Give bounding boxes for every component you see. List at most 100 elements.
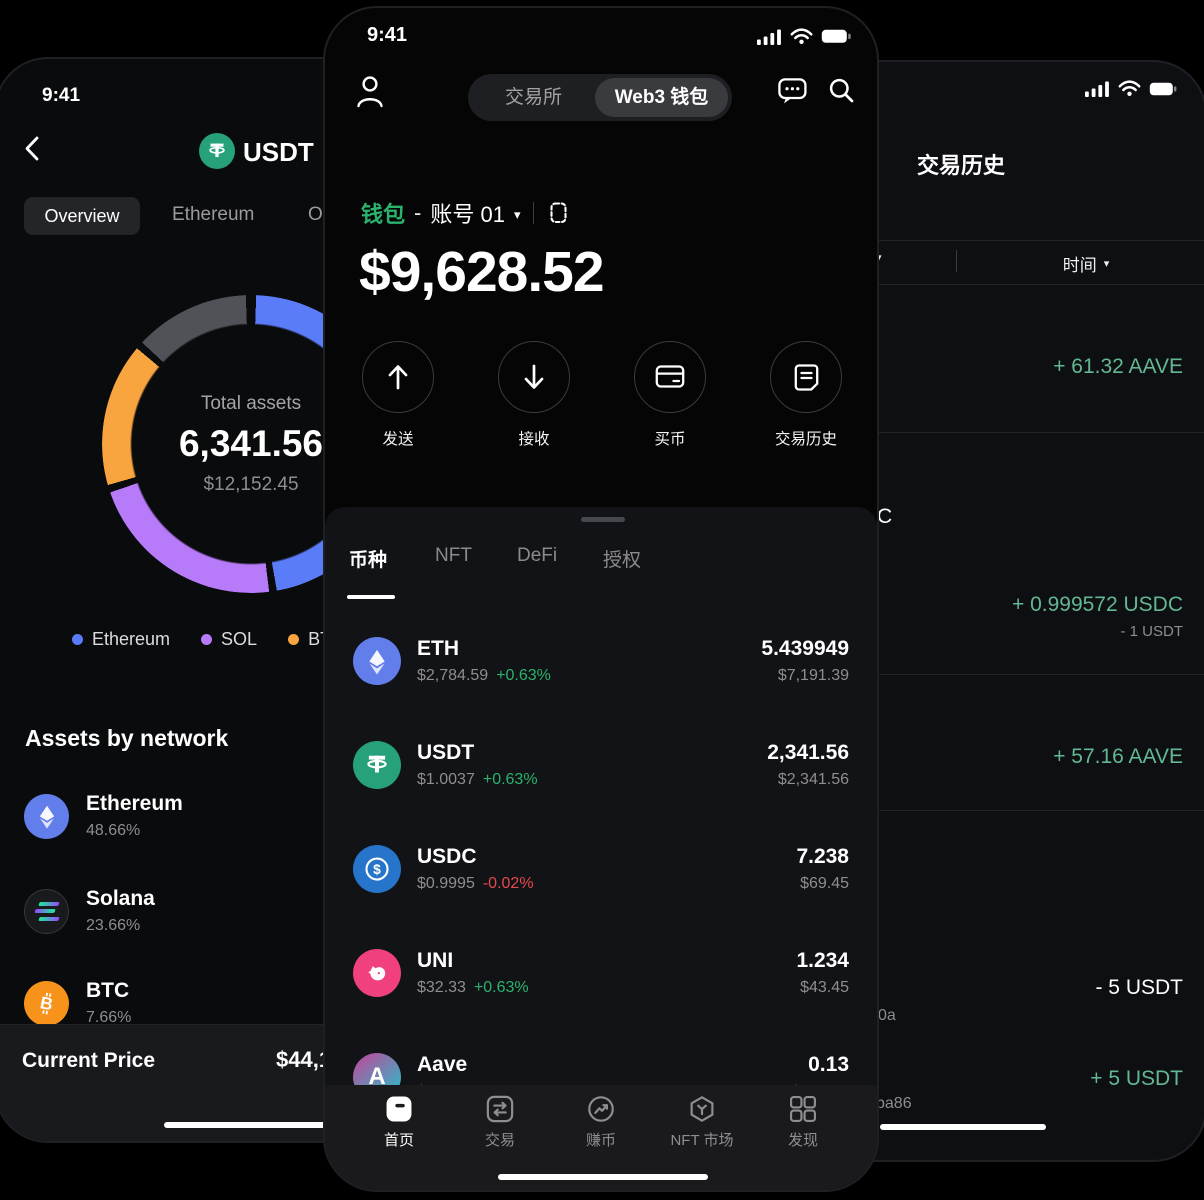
nav-earn[interactable]: 赚币	[555, 1095, 647, 1190]
receive-button[interactable]	[498, 341, 570, 413]
token-row-uni[interactable]: UNI $32.33 +0.63% 1.234 $43.45	[325, 921, 877, 1025]
network-row-btc[interactable]: B BTC 7.66%	[24, 979, 131, 1027]
arrow-up-icon	[388, 365, 408, 390]
tab-approvals[interactable]: 授权	[603, 550, 642, 571]
history-button[interactable]	[770, 341, 842, 413]
home-indicator	[498, 1174, 708, 1180]
divider	[717, 674, 1204, 675]
current-price-label: Current Price	[22, 1049, 156, 1072]
assets-sheet: 币种 NFT DeFi 授权 ETH $2,784.59 +0.63%	[325, 507, 877, 1190]
send-button[interactable]	[362, 341, 434, 413]
receive-label: 接收	[518, 431, 550, 448]
phone-wallet-home: 9:41 交易所 Web3 钱包	[323, 6, 879, 1192]
token-row-eth[interactable]: ETH $2,784.59 +0.63% 5.439949 $7,191.39	[325, 609, 877, 713]
account-selector[interactable]: 钱包 - 账号 01 ▾	[361, 197, 570, 229]
battery-icon	[821, 29, 851, 43]
divider	[533, 202, 535, 224]
solana-icon	[24, 888, 69, 934]
token-row-usdt[interactable]: USDT $1.0037 +0.63% 2,341.56 $2,341.56	[325, 713, 877, 817]
divider	[717, 432, 1204, 433]
token-list: ETH $2,784.59 +0.63% 5.439949 $7,191.39	[325, 609, 877, 1129]
token-row-usdc[interactable]: $ USDC $0.9995 -0.02% 7.238 $69.45	[325, 817, 877, 921]
switch-account-icon[interactable]	[547, 201, 570, 225]
network-name: Ethereum	[86, 792, 183, 815]
status-time: 9:41	[42, 85, 81, 106]
total-assets-label: Total assets	[200, 392, 302, 414]
drag-handle[interactable]	[581, 517, 625, 522]
divider	[717, 240, 1204, 241]
nav-home[interactable]: 首页	[353, 1095, 445, 1190]
buy-crypto-label: 买币	[654, 431, 686, 448]
section-title: Assets by network	[25, 725, 229, 751]
document-icon	[794, 363, 818, 391]
network-name: BTC	[86, 979, 130, 1002]
send-label: 发送	[382, 431, 414, 448]
nft-icon	[690, 1096, 714, 1122]
trade-icon	[486, 1095, 514, 1123]
buy-crypto-button[interactable]	[634, 341, 706, 413]
total-assets-value: 6,341.56	[178, 422, 324, 464]
tab-ethereum[interactable]: Ethereum	[172, 204, 255, 225]
legend-dot-ethereum	[72, 634, 83, 645]
battery-icon	[1149, 82, 1177, 95]
tx-title-partial: C	[877, 505, 893, 528]
tab-defi[interactable]: DeFi	[517, 545, 558, 566]
tx-amount[interactable]: + 0.999572 USDC	[1011, 593, 1183, 616]
tx-amount[interactable]: + 61.32 AAVE	[1053, 355, 1183, 378]
tab-coins[interactable]: 币种	[349, 550, 388, 571]
person-icon	[357, 76, 383, 108]
active-tab-underline	[347, 595, 395, 599]
bottom-nav: 首页 交易 赚币	[325, 1085, 877, 1190]
network-row-solana[interactable]: Solana 23.66%	[24, 887, 155, 935]
support-chat-button[interactable]	[778, 78, 807, 110]
donut-center-text: Total assets 6,341.56 $12,152.45	[102, 295, 400, 593]
status-icons	[1085, 80, 1177, 97]
chevron-down-icon: ▾	[1103, 258, 1110, 270]
wifi-icon	[790, 28, 813, 44]
signal-icon	[757, 29, 781, 45]
btc-icon: B	[24, 980, 69, 1026]
nav-nft-market[interactable]: NFT 市场	[656, 1095, 748, 1190]
discover-icon	[789, 1095, 817, 1123]
home-icon	[386, 1096, 412, 1122]
history-label: 交易历史	[774, 431, 837, 448]
profile-button[interactable]	[355, 74, 385, 115]
wallet-label: 钱包	[361, 202, 406, 227]
arrow-down-icon	[524, 364, 544, 389]
tab-nft[interactable]: NFT	[435, 545, 472, 566]
eth-icon	[353, 637, 401, 685]
time-filter-dropdown[interactable]: 时间 ▾	[1062, 256, 1110, 275]
network-percent: 7.66%	[86, 1009, 132, 1026]
ethereum-icon	[24, 793, 69, 839]
back-button[interactable]	[23, 135, 41, 167]
network-name: Solana	[86, 887, 155, 910]
status-icons	[757, 28, 851, 45]
account-name: 账号 01	[430, 202, 505, 227]
legend-dot-btc	[288, 634, 300, 645]
usdt-icon	[353, 741, 401, 789]
signal-icon	[1085, 81, 1109, 97]
network-percent: 48.66%	[86, 822, 141, 839]
donut-legend: Ethereum SOL BTC	[72, 629, 344, 650]
chevron-left-icon	[25, 136, 39, 161]
filter-divider	[956, 250, 957, 272]
nav-discover[interactable]: 发现	[757, 1095, 849, 1190]
tx-amount[interactable]: - 5 USDT	[1095, 976, 1183, 999]
tab-partial[interactable]: O	[308, 204, 323, 225]
page-title: 交易历史	[916, 153, 1005, 178]
nav-trade[interactable]: 交易	[454, 1095, 546, 1190]
legend-sol: SOL	[201, 629, 257, 650]
search-button[interactable]	[828, 77, 855, 109]
usdc-icon: $	[353, 845, 401, 893]
svg-text:$: $	[373, 862, 381, 877]
chat-icon	[778, 78, 807, 104]
tx-amount[interactable]: + 57.16 AAVE	[1053, 745, 1183, 768]
earn-icon	[588, 1096, 614, 1122]
tab-web3-wallet[interactable]: Web3 钱包	[595, 78, 728, 117]
tx-amount[interactable]: + 5 USDT	[1090, 1067, 1183, 1090]
tab-exchange[interactable]: 交易所	[504, 87, 562, 108]
network-row-ethereum[interactable]: Ethereum 48.66%	[24, 792, 183, 840]
tether-icon	[199, 133, 235, 169]
tab-overview[interactable]: Overview	[24, 197, 140, 235]
